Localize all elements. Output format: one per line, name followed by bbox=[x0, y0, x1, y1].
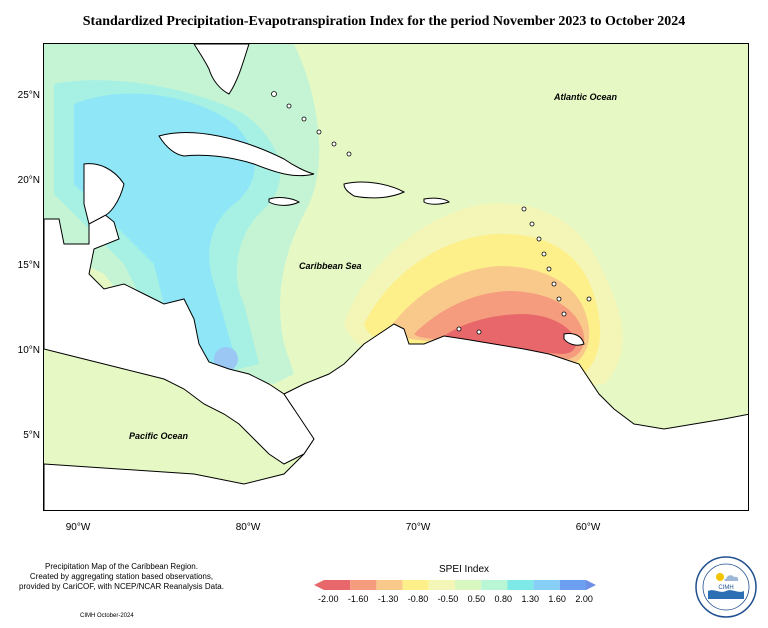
legend-label: 0.80 bbox=[494, 594, 513, 604]
legend-label: -2.00 bbox=[318, 594, 339, 604]
water-icon bbox=[708, 590, 744, 599]
legend-swatch-9 bbox=[559, 580, 586, 590]
land-jamaica bbox=[268, 197, 301, 206]
lon-label-70w: 70°W bbox=[405, 522, 431, 533]
legend-swatch-6 bbox=[481, 580, 508, 590]
legend-swatch-7 bbox=[507, 580, 534, 590]
footer-note-line1: Precipitation Map of the Caribbean Regio… bbox=[45, 562, 198, 571]
lat-label-15n: 15°N bbox=[17, 260, 40, 271]
land-hispaniola bbox=[343, 181, 406, 199]
spei-map bbox=[44, 44, 748, 510]
lat-label-25n: 25°N bbox=[17, 90, 40, 101]
legend-color-bar bbox=[314, 580, 596, 590]
land-yucatan bbox=[83, 163, 125, 225]
footer-date: CIMH October-2024 bbox=[80, 613, 134, 619]
legend-labels: -2.00 -1.60 -1.30 -0.80 -0.50 0.50 0.80 … bbox=[318, 594, 593, 604]
footer-note: Precipitation Map of the Caribbean Regio… bbox=[14, 562, 229, 592]
legend-label: -1.60 bbox=[347, 594, 369, 604]
bahamas bbox=[271, 91, 352, 157]
lon-label-60w: 60°W bbox=[575, 522, 601, 533]
legend-label: -1.30 bbox=[377, 594, 399, 604]
land-cuba bbox=[158, 132, 315, 177]
legend-swatch-0 bbox=[324, 580, 351, 590]
legend-label: 1.60 bbox=[548, 594, 566, 604]
legend-swatch-3 bbox=[402, 580, 429, 590]
land-masses bbox=[44, 44, 748, 510]
lat-label-20n: 20°N bbox=[17, 175, 40, 186]
footer-note-line3: provided by CariCOF, with NCEP/NCAR Rean… bbox=[19, 582, 224, 591]
legend-swatch-2 bbox=[376, 580, 403, 590]
legend-label: 1.30 bbox=[521, 594, 540, 604]
legend-arrow-left bbox=[314, 580, 324, 590]
page-title: Standardized Precipitation-Evapotranspir… bbox=[82, 14, 686, 29]
cloud-icon bbox=[724, 575, 739, 581]
legend-swatch-8 bbox=[533, 580, 560, 590]
land-south-america bbox=[44, 323, 748, 510]
legend-title: SPEI Index bbox=[438, 564, 490, 575]
lat-label-10n: 10°N bbox=[17, 345, 40, 356]
lon-label-90w: 90°W bbox=[65, 522, 91, 533]
legend-label: 0.50 bbox=[467, 594, 486, 604]
legend-arrow-right bbox=[586, 580, 596, 590]
map-panel: Atlantic Ocean Caribbean Sea Pacific Oce… bbox=[43, 43, 749, 511]
legend-label: 2.00 bbox=[575, 594, 593, 604]
atlantic-ocean-label: Atlantic Ocean bbox=[554, 92, 618, 102]
legend-swatch-5 bbox=[455, 580, 482, 590]
logo-text: CIMH bbox=[718, 585, 733, 591]
legend-label: -0.80 bbox=[407, 594, 429, 604]
legend-label: -0.50 bbox=[437, 594, 459, 604]
dry-zone-red bbox=[444, 314, 576, 354]
land-central-america bbox=[44, 213, 315, 465]
wet-zone-core bbox=[74, 93, 255, 366]
lon-label-80w: 80°W bbox=[235, 522, 261, 533]
legend-swatch-4 bbox=[428, 580, 455, 590]
lat-label-5n: 5°N bbox=[23, 430, 40, 441]
wet-spot bbox=[214, 347, 238, 371]
pacific-ocean-label: Pacific Ocean bbox=[129, 431, 189, 441]
land-trinidad bbox=[563, 333, 585, 346]
legend-swatch-1 bbox=[350, 580, 377, 590]
cimh-logo: CIMH bbox=[695, 556, 757, 618]
footer-note-line2: Created by aggregating station based obs… bbox=[29, 572, 214, 581]
land-puerto-rico bbox=[423, 197, 450, 205]
caribbean-sea-label: Caribbean Sea bbox=[299, 261, 362, 271]
land-florida bbox=[193, 44, 250, 95]
sun-icon bbox=[716, 573, 724, 581]
lesser-antilles bbox=[456, 206, 592, 335]
